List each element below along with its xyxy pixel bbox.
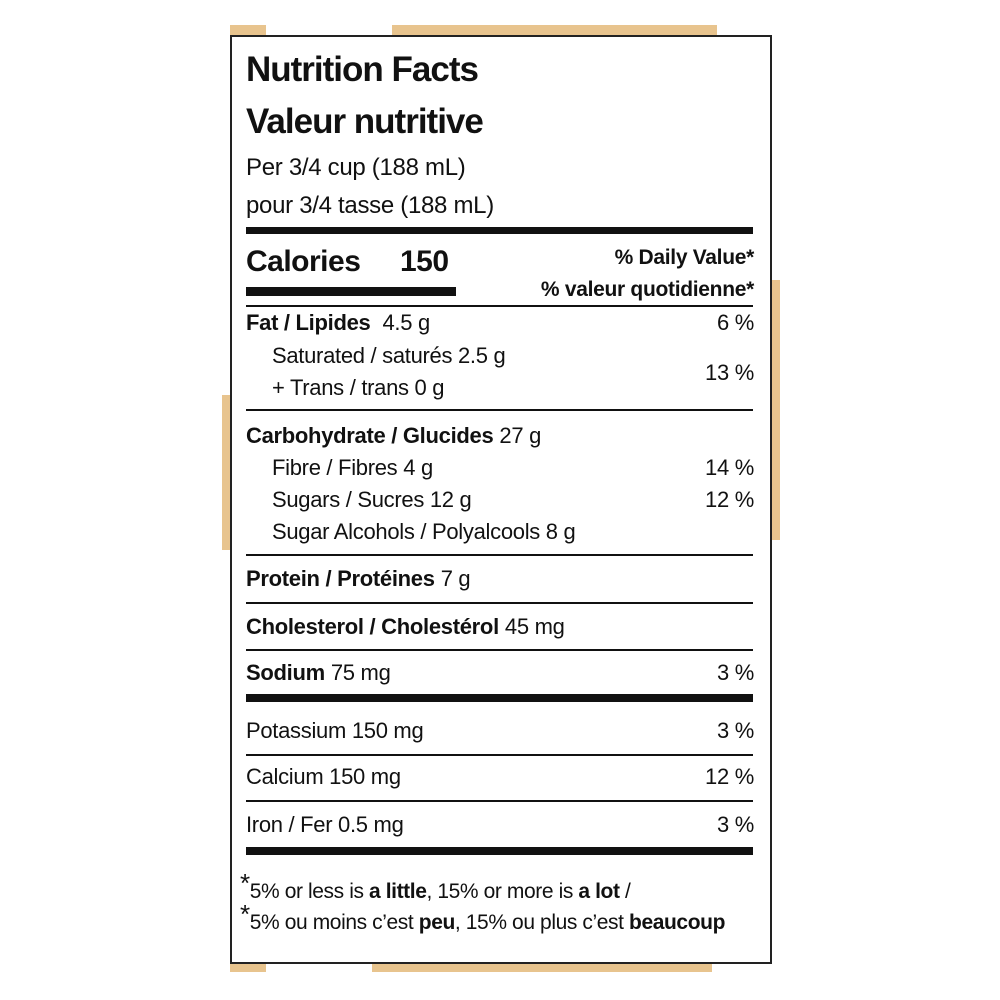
- dv: 12 %: [705, 487, 754, 512]
- rule: [246, 227, 753, 234]
- decor: [230, 25, 266, 37]
- footnote: *5% ou moins c’est peu, 15% ou plus c’es…: [240, 900, 725, 937]
- nutrient: Calcium 150 mg: [246, 764, 401, 789]
- dv-header: % valeur quotidienne*: [540, 278, 754, 301]
- nutrient-name: Cholesterol / Cholestérol: [246, 614, 499, 639]
- nutrient: Iron / Fer 0.5 mg: [246, 812, 404, 837]
- dv: 14 %: [705, 455, 754, 480]
- nutrient: Carbohydrate / Glucides 27 g: [246, 421, 541, 451]
- label: [230, 35, 772, 964]
- dv: 3 %: [716, 718, 754, 743]
- nutrient: Sodium 75 mg: [246, 658, 391, 688]
- rule: [246, 305, 753, 307]
- nutrient: Potassium 150 mg: [246, 718, 424, 743]
- footnote: *5% or less is a little, 15% or more is …: [240, 869, 631, 906]
- decor: [392, 25, 717, 37]
- text: peu: [418, 911, 456, 934]
- rule: [246, 800, 753, 802]
- rule: [246, 554, 753, 556]
- dv: 3 %: [716, 812, 754, 837]
- nutrient: + Trans / trans 0 g: [272, 375, 445, 400]
- nutrient: Sugars / Sucres 12 g: [272, 487, 472, 512]
- amount: 4.5 g: [382, 310, 430, 335]
- dv: 12 %: [705, 764, 754, 789]
- amount: 45 mg: [504, 614, 565, 639]
- calories-label: Calories: [246, 245, 361, 278]
- nutrient: Fat / Lipides 4.5 g: [246, 308, 430, 338]
- nutrient: Saturated / saturés 2.5 g: [272, 343, 506, 368]
- text: a little: [369, 880, 427, 903]
- rule: [246, 287, 456, 296]
- text: beaucoup: [629, 911, 725, 934]
- title: Nutrition Facts: [246, 50, 479, 89]
- rule: [246, 649, 753, 651]
- title: Valeur nutritive: [246, 102, 484, 141]
- amount: 75 mg: [330, 660, 391, 685]
- nutrient-name: Carbohydrate / Glucides: [246, 423, 494, 448]
- rule: [246, 694, 753, 702]
- text: , 15% or more is: [426, 880, 579, 903]
- nutrient: Fibre / Fibres 4 g: [272, 455, 433, 480]
- nutrient-name: Protein / Protéines: [246, 566, 435, 591]
- amount: 27 g: [499, 423, 542, 448]
- text: /: [619, 880, 631, 903]
- nutrient: Sugar Alcohols / Polyalcools 8 g: [272, 519, 576, 544]
- asterisk: *: [240, 899, 250, 929]
- text: 5% ou moins c’est: [249, 911, 419, 934]
- serving: pour 3/4 tasse (188 mL): [246, 192, 494, 219]
- rule: [246, 754, 753, 756]
- dv: 3 %: [716, 660, 754, 685]
- nutrient-name: Sodium: [246, 660, 325, 685]
- text: 5% or less is: [249, 880, 369, 903]
- nutrient-name: Fat / Lipides: [246, 310, 371, 335]
- asterisk: *: [240, 868, 250, 898]
- decor: [222, 395, 232, 550]
- text: , 15% ou plus c’est: [454, 911, 630, 934]
- amount: 7 g: [440, 566, 471, 591]
- calories-value: 150: [400, 245, 449, 278]
- serving: Per 3/4 cup (188 mL): [246, 154, 466, 181]
- nutrient: Cholesterol / Cholestérol 45 mg: [246, 612, 565, 642]
- nutrient: Protein / Protéines 7 g: [246, 564, 471, 594]
- rule: [246, 847, 753, 855]
- rule: [246, 602, 753, 604]
- text: a lot: [578, 880, 620, 903]
- rule: [246, 409, 753, 411]
- dv: 6 %: [716, 310, 754, 335]
- dv: 13 %: [705, 360, 754, 385]
- dv-header: % Daily Value*: [614, 246, 755, 269]
